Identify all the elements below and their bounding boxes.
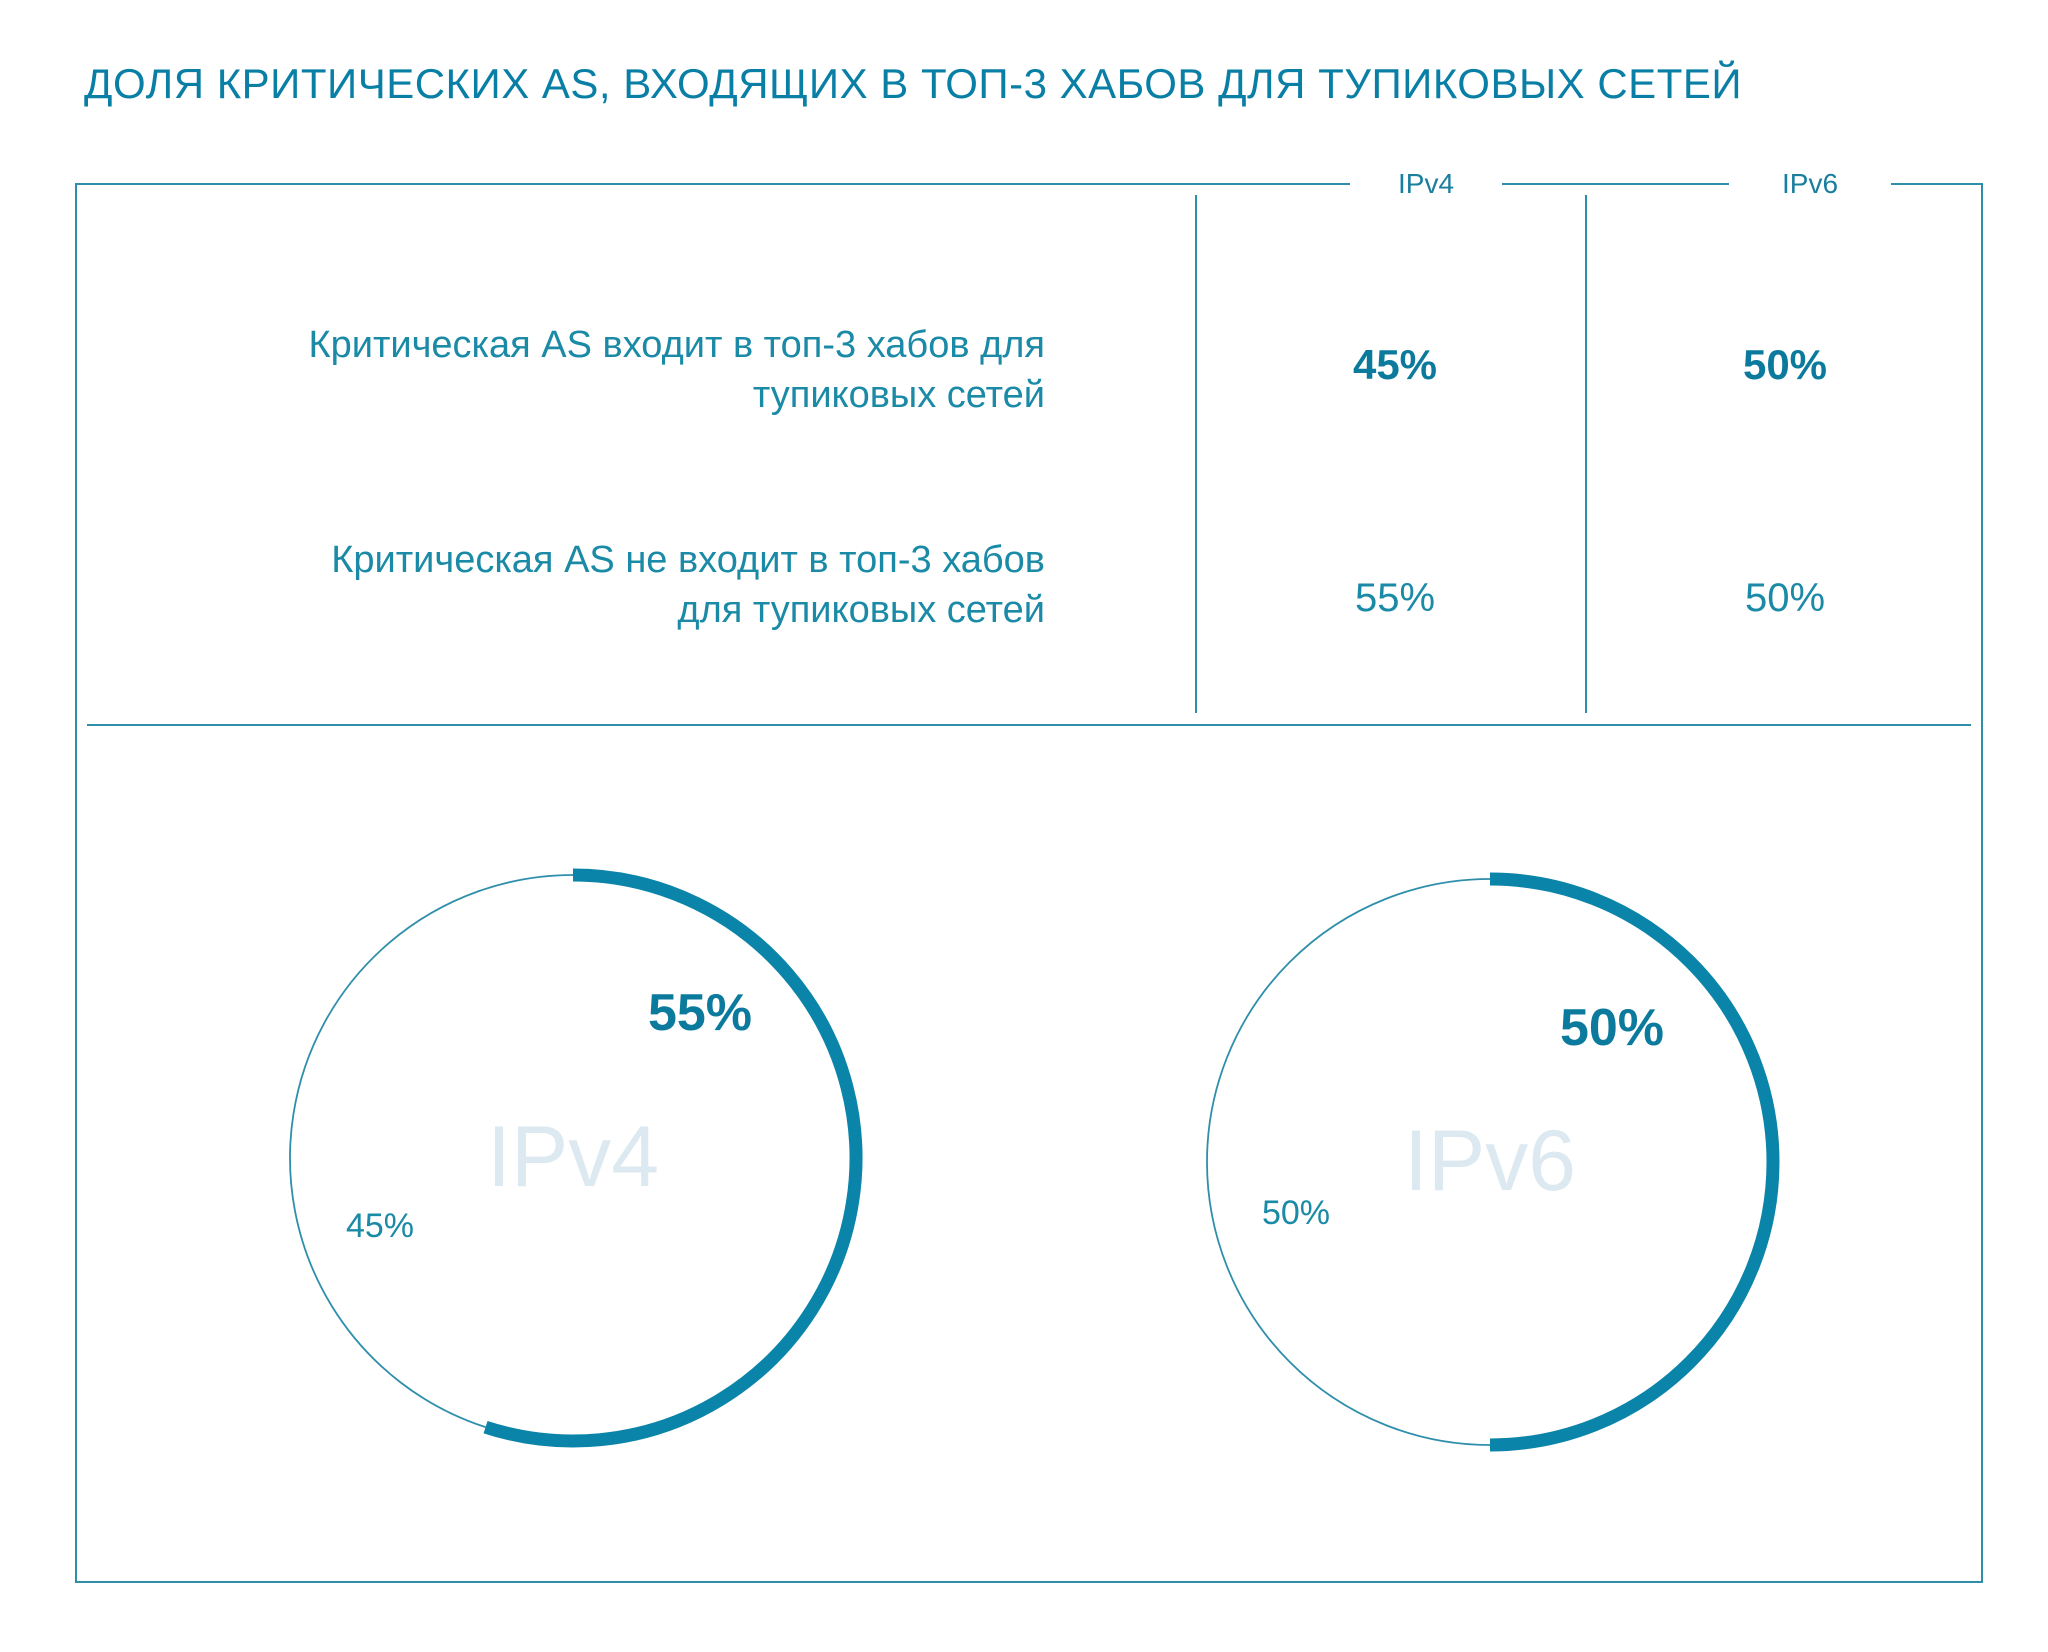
donut-slice-remainder (289, 874, 573, 1429)
donut-ipv4: IPv4 55% 45% (289, 868, 863, 1448)
value-ipv4-included: 45% (1352, 341, 1438, 388)
section-divider (87, 724, 1971, 726)
column-header-ipv4: IPv4 (1350, 164, 1502, 204)
chart-frame (75, 183, 1983, 1583)
donut-label-remainder: 45% (346, 1207, 414, 1245)
row-label-included: Критическая AS входит в топ-3 хабов для … (285, 320, 1045, 420)
donut-label-highlight: 55% (648, 984, 752, 1042)
chart-title: ДОЛЯ КРИТИЧЕСКИХ AS, ВХОДЯЩИХ В ТОП-3 ХА… (84, 60, 1743, 107)
donut-title: IPv4 (487, 1109, 659, 1205)
donut-ipv6: IPv6 50% 50% (1206, 872, 1780, 1452)
donut-slice-remainder (1206, 878, 1491, 1446)
donut-label-remainder: 50% (1262, 1194, 1330, 1232)
column-divider (1195, 195, 1197, 713)
row-label-line: для тупиковых сетей (677, 589, 1045, 631)
value-ipv6-not-included: 50% (1744, 576, 1826, 620)
row-label-line: Критическая AS не входит в топ-3 хабов (331, 539, 1045, 581)
row-label-not-included: Критическая AS не входит в топ-3 хабов д… (285, 535, 1045, 635)
row-label-line: Критическая AS входит в топ-3 хабов для (308, 324, 1045, 366)
donut-label-highlight: 50% (1560, 999, 1664, 1057)
column-header-ipv6: IPv6 (1729, 164, 1891, 204)
column-divider (1585, 195, 1587, 713)
donut-slice-highlight (483, 868, 863, 1448)
value-ipv4-not-included: 55% (1354, 576, 1436, 620)
donut-slice-highlight (1489, 872, 1780, 1452)
row-label-line: тупиковых сетей (752, 374, 1045, 416)
value-ipv6-included: 50% (1742, 341, 1828, 388)
donut-title: IPv6 (1404, 1113, 1576, 1209)
